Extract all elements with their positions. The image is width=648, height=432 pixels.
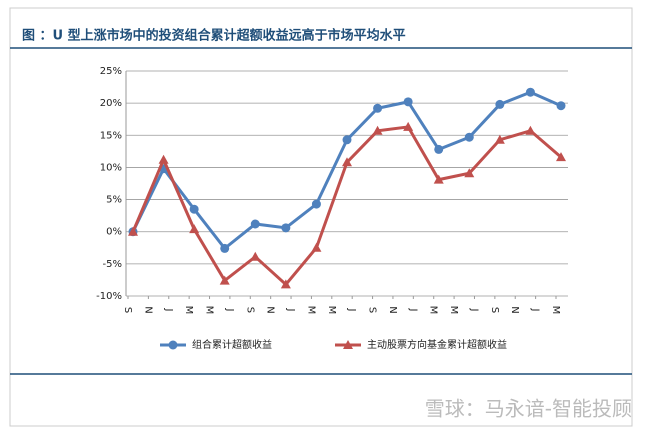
- x-tick-label: J: [224, 308, 235, 312]
- x-tick-label: J: [346, 308, 357, 312]
- x-tick-label: N: [265, 306, 276, 313]
- frame: [9, 7, 633, 427]
- point: [433, 174, 444, 184]
- y-tick-label: 15%: [100, 130, 122, 141]
- x-tick-label: J: [530, 308, 541, 312]
- y-tick-label: 10%: [100, 162, 122, 173]
- y-tick-label: -10%: [96, 291, 122, 302]
- y-tick-label: -5%: [103, 259, 122, 270]
- y-tick-label: 25%: [100, 66, 122, 77]
- x-tick-label: M: [448, 306, 459, 315]
- point: [219, 275, 230, 285]
- legend-marker: [168, 340, 178, 350]
- point: [311, 199, 321, 209]
- legend-marker: [343, 340, 353, 349]
- x-tick-label: J: [285, 308, 296, 312]
- x-tick-label: J: [468, 308, 479, 312]
- point: [525, 87, 535, 97]
- x-tick-label: N: [509, 306, 520, 313]
- point: [342, 135, 352, 145]
- point: [158, 154, 169, 164]
- y-tick-label: 0%: [106, 227, 122, 238]
- legend-label: 主动股票方向基金累计超额收益: [367, 338, 507, 351]
- point: [403, 121, 414, 131]
- point: [525, 125, 536, 135]
- x-tick-label: J: [163, 308, 174, 312]
- x-tick-label: N: [142, 306, 153, 313]
- point: [495, 99, 505, 109]
- point: [250, 251, 261, 261]
- x-tick-label: M: [204, 306, 215, 315]
- point: [128, 226, 138, 236]
- x-tick-label: M: [326, 306, 337, 315]
- point: [494, 134, 505, 144]
- point: [280, 279, 291, 289]
- y-tick-label: 5%: [106, 195, 122, 206]
- series-line: [131, 90, 562, 251]
- x-tick-label: M: [550, 306, 561, 315]
- x-tick-label: S: [367, 307, 378, 313]
- point: [189, 224, 200, 234]
- legend-label: 组合累计超额收益: [192, 338, 272, 351]
- x-tick-label: M: [428, 306, 439, 315]
- point: [464, 132, 474, 142]
- x-tick-label: S: [244, 307, 255, 313]
- point: [220, 243, 230, 253]
- x-tick-label: J: [407, 308, 418, 312]
- y-tick-label: 20%: [100, 98, 122, 109]
- point: [281, 223, 291, 233]
- point: [434, 144, 444, 154]
- series-line: [131, 125, 562, 287]
- x-tick-label: S: [122, 307, 133, 313]
- chart-title: 图 ：U 型上涨市场中的投资组合累计超额收益远高于市场平均水平: [22, 28, 406, 44]
- point: [464, 168, 475, 178]
- watermark: 雪球：马永谙-智能投顾: [425, 397, 632, 421]
- x-tick-label: S: [489, 307, 500, 313]
- x-tick-label: N: [387, 306, 398, 313]
- x-tick-label: M: [305, 306, 316, 315]
- point: [189, 204, 199, 214]
- point: [342, 157, 352, 167]
- point: [556, 152, 566, 162]
- point: [373, 103, 383, 113]
- point: [556, 101, 566, 111]
- point: [372, 125, 383, 135]
- x-tick-label: M: [183, 306, 194, 315]
- point: [250, 219, 260, 229]
- point: [311, 242, 322, 252]
- point: [403, 97, 413, 107]
